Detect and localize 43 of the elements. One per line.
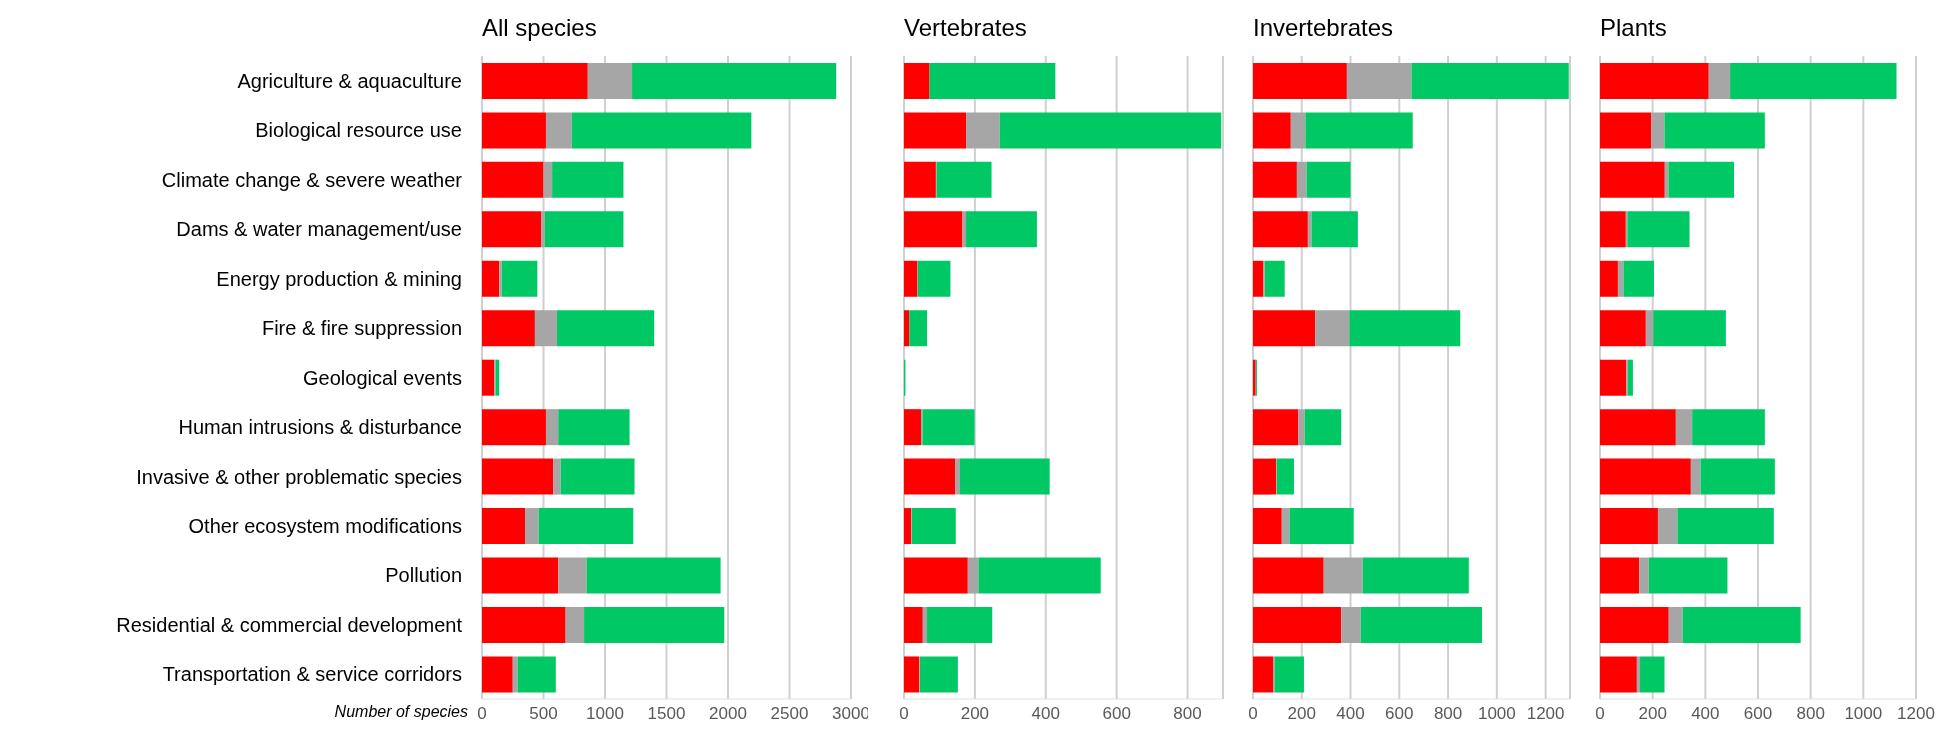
x-tick-label: 1000 (586, 704, 624, 724)
x-tick-label: 0 (899, 704, 909, 724)
y-tick-label: Climate change & severe weather (161, 168, 463, 191)
x-tick-label: 500 (529, 704, 558, 724)
x-tick-label: 800 (1796, 704, 1825, 724)
x-tick-label: 400 (1691, 704, 1720, 724)
y-tick-label: Human intrusions & disturbance (178, 416, 462, 439)
x-tick-label: 400 (1031, 704, 1060, 724)
x-tick-label: 200 (1638, 704, 1667, 724)
chart-title: Plants (1600, 14, 1667, 42)
x-tick-label: 2000 (709, 704, 747, 724)
y-tick-label: Invasive & other problematic species (136, 465, 462, 488)
x-tick-label: 800 (1433, 704, 1463, 724)
chart-title: Vertebrates (904, 14, 1027, 42)
x-tick-label: 2500 (770, 704, 809, 724)
chart-title: All species (482, 14, 597, 42)
y-tick-label: Fire & fire suppression (261, 317, 462, 340)
x-tick-label: 0 (1248, 704, 1258, 724)
x-tick-label: 0 (477, 704, 487, 724)
x-tick-label: 1200 (1897, 704, 1935, 724)
x-tick-label: 1500 (647, 704, 686, 724)
y-tick-label: Pollution (385, 564, 462, 587)
chart-title: Invertebrates (1253, 14, 1394, 42)
x-tick-label: 400 (1336, 704, 1365, 724)
x-tick-label: 200 (960, 704, 990, 724)
y-tick-label: Transportation & service corridors (162, 663, 462, 686)
x-tick-label: 800 (1173, 704, 1202, 724)
x-tick-label: 1000 (1477, 704, 1516, 724)
x-tick-label: 1000 (1844, 704, 1883, 724)
x-tick-label: 200 (1287, 704, 1316, 724)
y-tick-label: Other ecosystem modifications (188, 514, 462, 537)
y-tick-label: Agriculture & aquaculture (237, 69, 462, 92)
x-tick-label: 1200 (1526, 704, 1565, 724)
x-axis-title: Number of species (334, 702, 468, 720)
x-tick-label: 600 (1385, 704, 1414, 724)
y-tick-label: Dams & water management/use (176, 218, 462, 241)
y-tick-label: Geological events (303, 366, 462, 389)
y-tick-label: Energy production & mining (216, 267, 462, 290)
x-tick-label: 600 (1743, 704, 1773, 724)
x-tick-label: 600 (1102, 704, 1131, 724)
x-tick-label: 0 (1595, 704, 1605, 724)
y-tick-label: Residential & commercial development (116, 613, 463, 636)
y-tick-label: Biological resource use (255, 119, 462, 142)
